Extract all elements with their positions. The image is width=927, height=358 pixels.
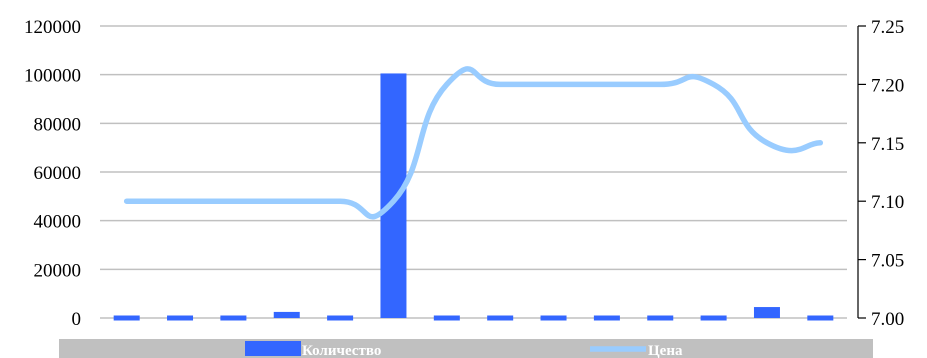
quantity-bar: [540, 315, 567, 321]
legend-swatch-quantity: [245, 341, 301, 356]
left-tick-label: 100000: [24, 66, 81, 87]
left-tick-label: 40000: [34, 212, 82, 233]
legend-background: [59, 339, 873, 358]
left-tick-label: 0: [72, 309, 82, 330]
quantity-bar: [380, 73, 407, 318]
quantity-bar: [327, 315, 354, 321]
quantity-bars: [113, 73, 834, 321]
right-tick-label: 7.05: [871, 251, 904, 272]
quantity-bar: [487, 315, 514, 321]
price-series-line: [123, 66, 824, 220]
quantity-bar: [113, 315, 140, 321]
right-tick-label: 7.10: [871, 192, 904, 213]
right-axis: 7.00 7.05 7.10 7.15 7.20 7.25: [857, 17, 904, 330]
quantity-bar: [807, 315, 834, 321]
quantity-bar: [593, 315, 620, 321]
quantity-bar: [700, 315, 727, 321]
quantity-bar: [433, 315, 460, 321]
right-tick-label: 7.25: [871, 17, 904, 38]
legend: Количество Цена: [59, 339, 873, 358]
quantity-bar: [273, 311, 300, 318]
quantity-bar: [647, 315, 674, 321]
legend-label-quantity: Количество: [302, 343, 381, 358]
legend-label-price: Цена: [648, 343, 683, 358]
left-tick-label: 120000: [24, 17, 81, 38]
quantity-bar: [167, 315, 194, 321]
left-tick-label: 80000: [34, 114, 82, 135]
left-axis: 0 20000 40000 60000 80000 100000 120000: [24, 17, 81, 330]
quantity-bar: [753, 307, 780, 318]
left-tick-label: 60000: [34, 163, 82, 184]
quantity-bar: [220, 315, 247, 321]
left-tick-label: 20000: [34, 260, 82, 281]
price-line: [123, 66, 824, 220]
right-tick-label: 7.15: [871, 134, 904, 155]
right-tick-label: 7.00: [871, 309, 904, 330]
right-tick-label: 7.20: [871, 75, 904, 96]
